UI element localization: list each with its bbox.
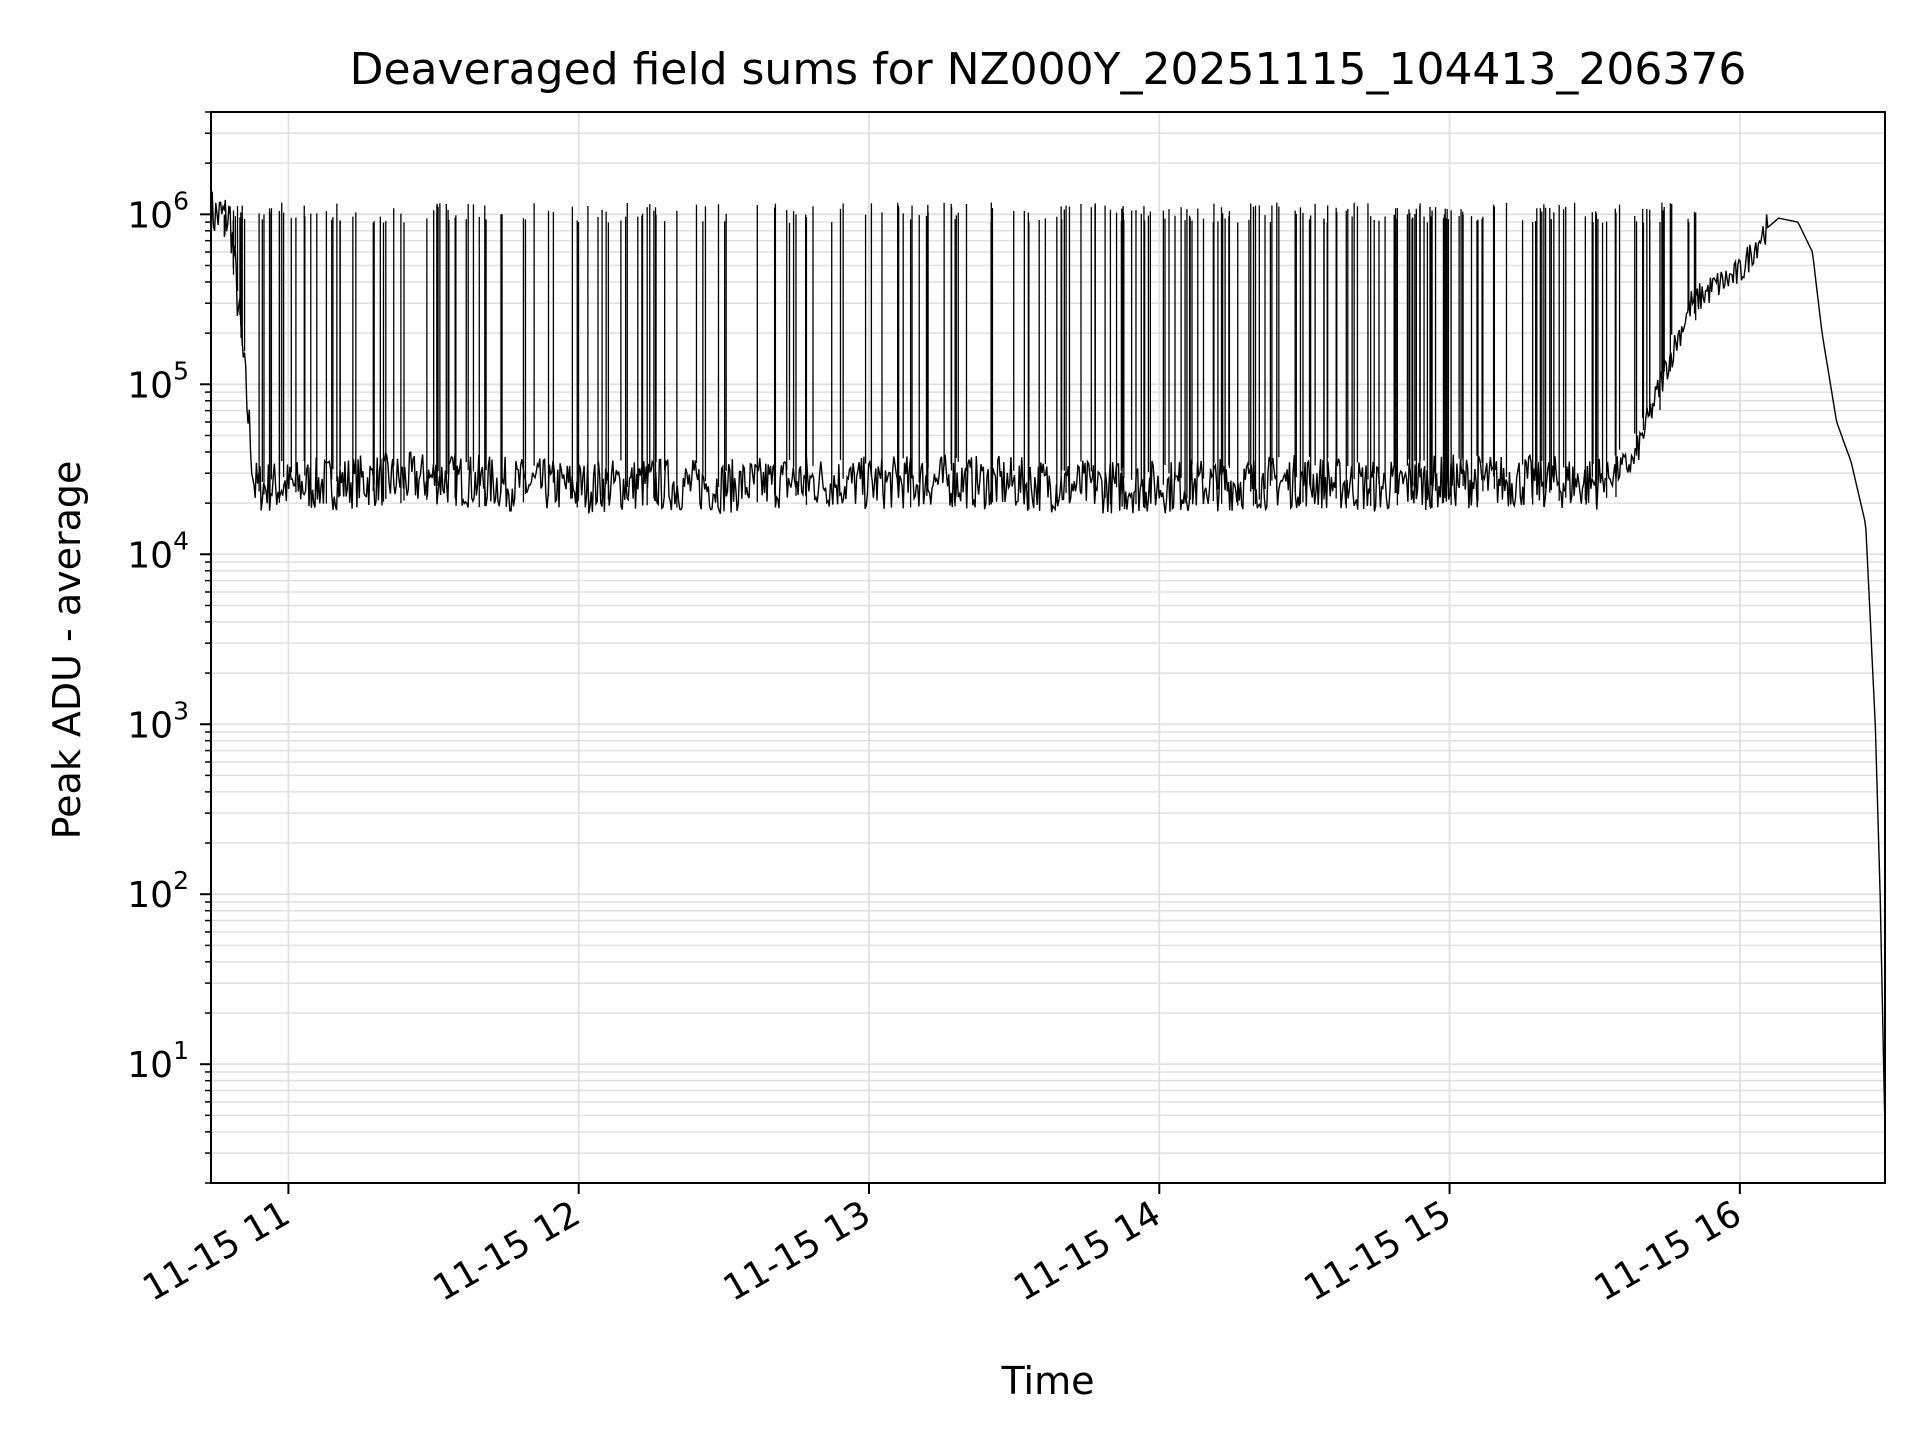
- series-line: [210, 191, 1886, 1132]
- y-tick-label: 102: [127, 866, 189, 916]
- y-axis-label: Peak ADU - average: [45, 461, 89, 840]
- plot-frame: [210, 111, 1886, 1184]
- y-tick-label: 101: [127, 1036, 189, 1086]
- chart-title: Deaveraged field sums for NZ000Y_2025111…: [350, 44, 1747, 95]
- y-tick-label: 106: [127, 186, 189, 236]
- y-tick-label: 104: [127, 526, 189, 576]
- x-axis-label: Time: [1001, 1359, 1095, 1403]
- y-tick-label: 103: [127, 696, 189, 746]
- series-spikes: [223, 202, 1697, 510]
- y-tick-label: 105: [127, 356, 189, 406]
